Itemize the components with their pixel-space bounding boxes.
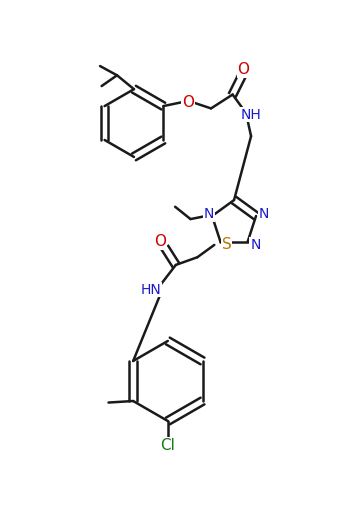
Text: N: N (250, 238, 261, 252)
Text: S: S (222, 238, 232, 252)
Text: N: N (259, 207, 269, 222)
Text: O: O (182, 95, 194, 110)
Text: Cl: Cl (161, 438, 175, 453)
Text: NH: NH (241, 108, 262, 121)
Text: N: N (204, 207, 214, 222)
Text: O: O (154, 234, 166, 249)
Text: O: O (237, 62, 249, 77)
Text: HN: HN (141, 283, 162, 296)
